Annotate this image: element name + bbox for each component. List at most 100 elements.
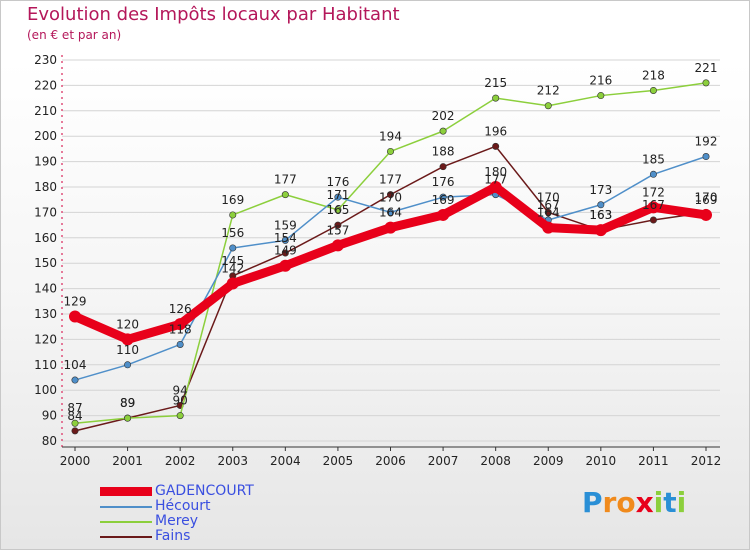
data-label-hecourt: 185 (642, 152, 665, 166)
legend-swatch-fains (100, 535, 152, 538)
x-tick-label: 2004 (270, 454, 301, 468)
y-tick-label: 200 (34, 129, 57, 143)
logo-letter: i (653, 486, 664, 519)
data-point-merey (386, 147, 394, 155)
proxiti-logo: Proxiti (582, 486, 686, 519)
data-label-fains: 170 (695, 190, 718, 204)
data-point-hecourt (649, 170, 657, 178)
data-point-merey (229, 211, 237, 219)
y-tick-label: 190 (34, 155, 57, 169)
data-label-hecourt: 176 (326, 175, 349, 189)
data-point-gadencourt (594, 224, 607, 237)
data-point-gadencourt (174, 318, 187, 331)
data-point-merey (492, 94, 500, 102)
data-point-merey (124, 414, 132, 422)
legend-swatch-gadencourt (100, 486, 152, 496)
data-point-merey (71, 419, 79, 427)
data-label-merey: 89 (120, 396, 135, 410)
y-tick-label: 230 (34, 53, 57, 67)
data-point-gadencourt (647, 201, 660, 214)
data-label-merey: 221 (695, 61, 718, 75)
y-tick-label: 130 (34, 307, 57, 321)
data-label-merey: 215 (484, 76, 507, 90)
x-tick-label: 2011 (638, 454, 669, 468)
data-label-merey: 177 (274, 173, 297, 187)
data-point-fains (334, 221, 342, 229)
data-point-fains (649, 216, 657, 224)
data-point-gadencourt (331, 239, 344, 252)
logo-letter: P (582, 486, 603, 519)
data-point-hecourt (702, 153, 710, 161)
data-label-gadencourt: 172 (642, 185, 665, 199)
data-label-fains: 188 (432, 145, 455, 159)
data-point-fains (71, 427, 79, 435)
legend-label-gadencourt: GADENCOURT (155, 483, 254, 499)
data-point-gadencourt (437, 208, 450, 221)
data-label-hecourt: 118 (169, 322, 192, 336)
data-label-fains: 94 (173, 383, 188, 397)
data-label-fains: 163 (589, 208, 612, 222)
data-label-hecourt: 104 (64, 358, 87, 372)
data-label-hecourt: 177 (484, 173, 507, 187)
y-tick-label: 120 (34, 332, 57, 346)
data-point-hecourt (386, 208, 394, 216)
line-chart: 8090100110120130140150160170180190200210… (34, 53, 721, 468)
data-point-gadencourt (226, 277, 239, 290)
data-point-gadencourt (121, 333, 134, 346)
y-tick-label: 160 (34, 231, 57, 245)
data-point-gadencourt (384, 221, 397, 234)
data-label-fains: 84 (67, 409, 82, 423)
data-label-gadencourt: 163 (589, 208, 612, 222)
data-label-merey: 194 (379, 129, 402, 143)
data-label-hecourt: 156 (221, 226, 244, 240)
data-label-merey: 202 (432, 109, 455, 123)
data-label-hecourt: 167 (537, 198, 560, 212)
data-point-hecourt (281, 236, 289, 244)
data-point-gadencourt (542, 221, 555, 234)
data-label-gadencourt: 142 (221, 262, 244, 276)
y-tick-label: 170 (34, 205, 57, 219)
data-point-fains (439, 163, 447, 171)
data-point-merey (281, 191, 289, 199)
data-label-fains: 165 (326, 203, 349, 217)
data-point-merey (544, 102, 552, 110)
data-point-merey (439, 127, 447, 135)
data-label-merey: 171 (326, 188, 349, 202)
y-tick-label: 110 (34, 358, 57, 372)
data-point-hecourt (176, 340, 184, 348)
logo-letter: o (616, 486, 636, 519)
data-label-gadencourt: 164 (537, 206, 560, 220)
data-point-hecourt (71, 376, 79, 384)
y-tick-label: 80 (42, 434, 57, 448)
y-tick-label: 140 (34, 282, 57, 296)
data-point-gadencourt (279, 259, 292, 272)
data-point-fains (544, 208, 552, 216)
data-point-merey (649, 86, 657, 94)
data-label-fains: 196 (484, 124, 507, 138)
data-label-gadencourt: 169 (695, 193, 718, 207)
y-tick-label: 180 (34, 180, 57, 194)
x-tick-label: 2001 (112, 454, 143, 468)
x-tick-label: 2000 (60, 454, 91, 468)
series-layer (69, 79, 712, 435)
y-tick-label: 150 (34, 256, 57, 270)
data-point-merey (597, 92, 605, 100)
data-point-merey (334, 206, 342, 214)
data-label-fains: 145 (221, 254, 244, 268)
logo-letter: i (676, 486, 687, 519)
data-label-gadencourt: 149 (274, 244, 297, 258)
y-tick-label: 210 (34, 104, 57, 118)
logo-letter: r (602, 486, 617, 519)
data-point-fains (492, 142, 500, 150)
data-label-merey: 218 (642, 68, 665, 82)
data-label-gadencourt: 120 (116, 317, 139, 331)
data-point-hecourt (229, 244, 237, 252)
legend-swatch-merey (100, 520, 152, 523)
data-label-merey: 212 (537, 84, 560, 98)
data-label-fains: 167 (642, 198, 665, 212)
data-label-gadencourt: 129 (64, 295, 87, 309)
data-label-merey: 90 (173, 394, 188, 408)
data-label-hecourt: 173 (589, 183, 612, 197)
legend-label-fains: Fains (155, 528, 191, 544)
